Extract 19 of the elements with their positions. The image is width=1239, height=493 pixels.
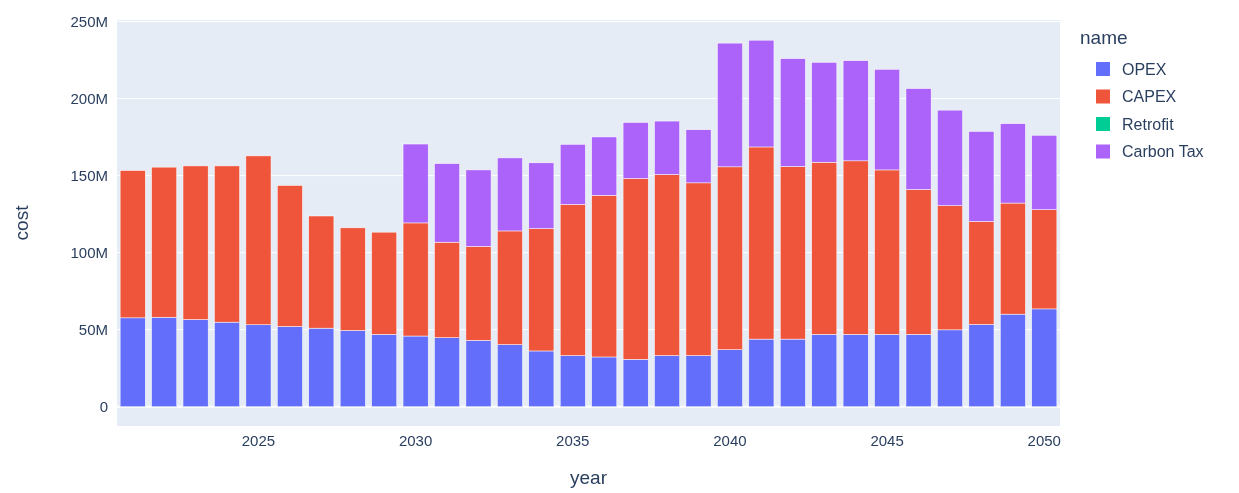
x-tick-label: 2050 xyxy=(1027,432,1061,449)
y-tick-label: 250M xyxy=(70,12,108,30)
y-tick-label: 150M xyxy=(70,166,108,184)
y-tick-label: 200M xyxy=(70,89,108,107)
legend-label: Carbon Tax xyxy=(1122,143,1204,161)
x-tick-label: 2045 xyxy=(870,432,904,449)
x-tick-label: 2030 xyxy=(398,432,433,449)
y-tick-label: 100M xyxy=(70,243,108,261)
x-tick-label: 2035 xyxy=(556,432,590,449)
legend-label: Retrofit xyxy=(1122,115,1175,133)
legend-label: CAPEX xyxy=(1122,88,1177,106)
legend-label: OPEX xyxy=(1122,60,1167,78)
x-tick-label: 2040 xyxy=(713,432,747,449)
y-tick-label: 0 xyxy=(99,397,108,415)
y-axis-title: cost xyxy=(11,204,32,241)
x-axis-title: year xyxy=(570,467,608,488)
x-tick-label: 2025 xyxy=(241,432,276,449)
legend-title: name xyxy=(1080,27,1128,48)
y-tick-label: 50M xyxy=(78,320,108,338)
